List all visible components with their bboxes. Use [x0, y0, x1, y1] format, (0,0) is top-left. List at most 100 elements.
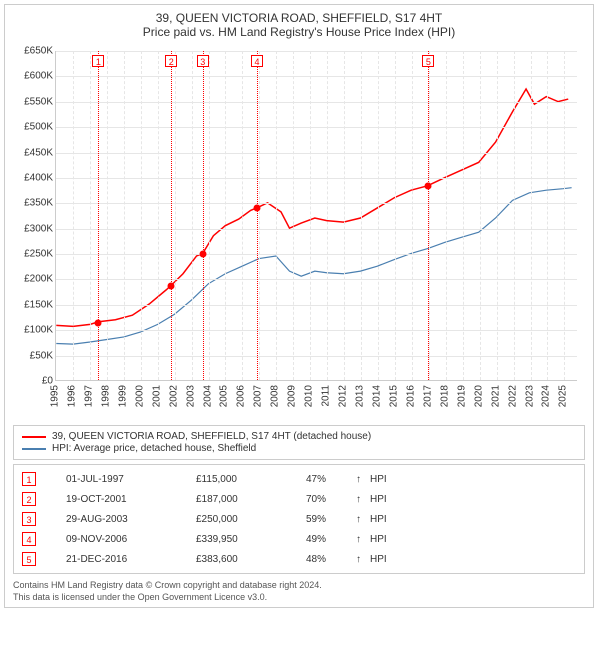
gridline-v [310, 51, 311, 380]
gridline-v [480, 51, 481, 380]
x-axis-label: 2021 [490, 385, 501, 407]
x-axis-label: 1996 [66, 385, 77, 407]
gridline-v [293, 51, 294, 380]
gridline-v [90, 51, 91, 380]
up-arrow-icon: ↑ [356, 554, 370, 565]
x-axis-label: 2015 [388, 385, 399, 407]
gridline-v [531, 51, 532, 380]
legend: 39, QUEEN VICTORIA ROAD, SHEFFIELD, S17 … [13, 425, 585, 460]
gridline-h [56, 203, 577, 204]
chart-area: 12345 £0£50K£100K£150K£200K£250K£300K£35… [13, 43, 585, 423]
x-axis-label: 2007 [253, 385, 264, 407]
x-axis-label: 2010 [304, 385, 315, 407]
table-row: 329-AUG-2003£250,00059%↑HPI [22, 509, 576, 529]
gridline-v [209, 51, 210, 380]
footer: Contains HM Land Registry data © Crown c… [13, 580, 585, 603]
gridline-v [446, 51, 447, 380]
y-axis-label: £100K [13, 325, 53, 336]
gridline-h [56, 76, 577, 77]
row-date: 19-OCT-2001 [66, 494, 196, 505]
x-axis-label: 2018 [439, 385, 450, 407]
row-date: 01-JUL-1997 [66, 474, 196, 485]
y-axis-label: £600K [13, 71, 53, 82]
sale-vline [98, 51, 99, 380]
row-index: 3 [22, 512, 36, 526]
row-pct: 48% [306, 554, 356, 565]
table-row: 521-DEC-2016£383,60048%↑HPI [22, 549, 576, 569]
x-axis-label: 2000 [134, 385, 145, 407]
plot-region: 12345 [55, 51, 577, 381]
gridline-h [56, 305, 577, 306]
row-vs: HPI [370, 494, 576, 505]
row-date: 09-NOV-2006 [66, 534, 196, 545]
up-arrow-icon: ↑ [356, 474, 370, 485]
row-index: 1 [22, 472, 36, 486]
x-axis-label: 2012 [338, 385, 349, 407]
x-axis-label: 2009 [287, 385, 298, 407]
y-axis-label: £200K [13, 274, 53, 285]
y-axis-label: £350K [13, 198, 53, 209]
up-arrow-icon: ↑ [356, 514, 370, 525]
row-date: 29-AUG-2003 [66, 514, 196, 525]
gridline-h [56, 102, 577, 103]
y-axis-label: £650K [13, 46, 53, 57]
footer-line1: Contains HM Land Registry data © Crown c… [13, 580, 585, 592]
x-axis-label: 2013 [355, 385, 366, 407]
sales-table: 101-JUL-1997£115,00047%↑HPI219-OCT-2001£… [13, 464, 585, 574]
gridline-v [412, 51, 413, 380]
gridline-v [175, 51, 176, 380]
gridline-v [497, 51, 498, 380]
sale-marker: 4 [251, 55, 263, 67]
gridline-v [141, 51, 142, 380]
table-row: 409-NOV-2006£339,95049%↑HPI [22, 529, 576, 549]
gridline-v [242, 51, 243, 380]
x-axis-label: 2004 [202, 385, 213, 407]
chart-container: 39, QUEEN VICTORIA ROAD, SHEFFIELD, S17 … [4, 4, 594, 608]
x-axis-label: 2005 [219, 385, 230, 407]
title-subtitle: Price paid vs. HM Land Registry's House … [13, 25, 585, 39]
sale-vline [203, 51, 204, 380]
sale-marker: 1 [92, 55, 104, 67]
gridline-v [463, 51, 464, 380]
gridline-v [361, 51, 362, 380]
sale-dot [254, 205, 261, 212]
legend-label: HPI: Average price, detached house, Shef… [52, 443, 256, 454]
sale-marker: 2 [165, 55, 177, 67]
x-axis-label: 2006 [236, 385, 247, 407]
series-property [56, 89, 568, 326]
gridline-v [514, 51, 515, 380]
row-vs: HPI [370, 514, 576, 525]
y-axis-label: £300K [13, 223, 53, 234]
legend-swatch [22, 448, 46, 450]
gridline-v [124, 51, 125, 380]
row-price: £339,950 [196, 534, 306, 545]
gridline-v [344, 51, 345, 380]
x-axis-label: 1999 [117, 385, 128, 407]
x-axis-label: 2022 [507, 385, 518, 407]
sale-vline [171, 51, 172, 380]
gridline-v [547, 51, 548, 380]
row-price: £383,600 [196, 554, 306, 565]
up-arrow-icon: ↑ [356, 494, 370, 505]
x-axis-label: 2002 [168, 385, 179, 407]
legend-item-property: 39, QUEEN VICTORIA ROAD, SHEFFIELD, S17 … [22, 431, 576, 442]
row-vs: HPI [370, 534, 576, 545]
gridline-v [276, 51, 277, 380]
gridline-v [395, 51, 396, 380]
row-price: £187,000 [196, 494, 306, 505]
series-hpi [56, 188, 571, 344]
row-index: 2 [22, 492, 36, 506]
table-row: 101-JUL-1997£115,00047%↑HPI [22, 469, 576, 489]
x-axis-label: 2025 [558, 385, 569, 407]
row-pct: 47% [306, 474, 356, 485]
row-vs: HPI [370, 474, 576, 485]
x-axis-label: 2001 [151, 385, 162, 407]
x-axis-label: 2011 [321, 385, 332, 407]
gridline-h [56, 356, 577, 357]
x-axis-label: 2008 [270, 385, 281, 407]
y-axis-label: £250K [13, 249, 53, 260]
footer-line2: This data is licensed under the Open Gov… [13, 592, 585, 604]
gridline-v [225, 51, 226, 380]
row-vs: HPI [370, 554, 576, 565]
x-axis-label: 2017 [422, 385, 433, 407]
